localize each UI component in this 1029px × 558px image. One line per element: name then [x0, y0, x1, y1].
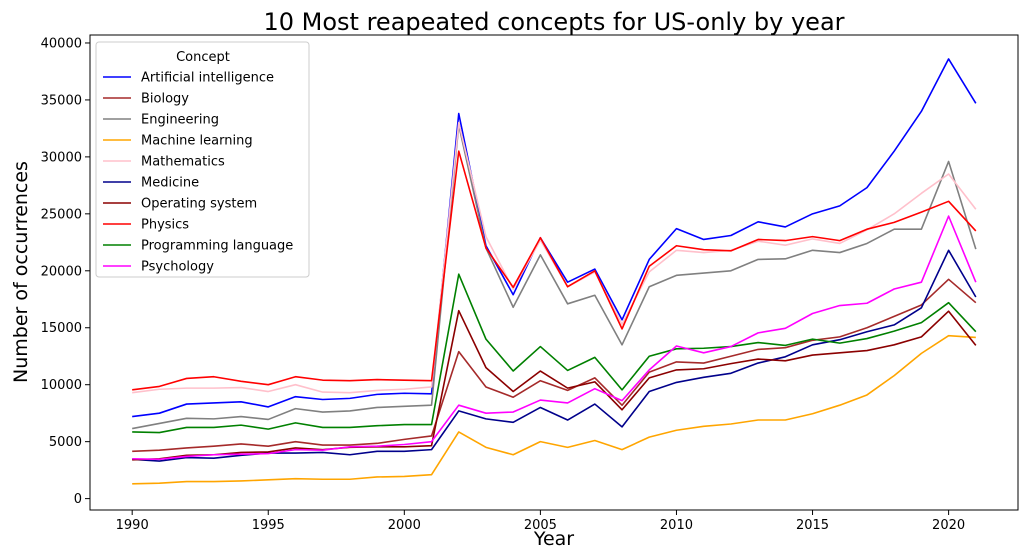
legend-label-biology: Biology: [141, 92, 189, 107]
legend-label-artificial-intelligence: Artificial intelligence: [141, 71, 274, 86]
series-line-operating-system: [132, 309, 977, 461]
x-axis: 1990 1995 2000 2005 2010 2015 2020: [116, 510, 965, 533]
legend-title: Concept: [176, 50, 230, 65]
x-tick-label: 2005: [524, 518, 557, 533]
legend-box: [95, 41, 310, 278]
series-line-physics: [132, 150, 977, 391]
x-tick-label: 2020: [932, 518, 965, 533]
y-tick-label: 10000: [41, 378, 82, 393]
series-line-biology: [132, 278, 977, 453]
legend-label-programming-language: Programming language: [141, 239, 293, 254]
series-line-medicine: [132, 249, 977, 462]
legend-label-physics: Physics: [141, 218, 189, 233]
y-axis-label: Number of occurrences: [10, 161, 32, 383]
x-axis-label: Year: [533, 528, 574, 550]
series-line-artificial-intelligence: [132, 58, 977, 418]
series-line-psychology: [132, 215, 977, 461]
legend-label-machine-learning: Machine learning: [141, 134, 253, 149]
x-tick-label: 1990: [116, 518, 149, 533]
y-tick-label: 30000: [41, 150, 82, 165]
x-tick-label: 1995: [252, 518, 285, 533]
legend: Concept Artificial intelligence Biology En…: [95, 41, 310, 278]
series-line-machine-learning: [132, 334, 976, 485]
legend-items: Artificial intelligence Biology Engineerin…: [103, 71, 293, 275]
y-tick-label: 35000: [41, 93, 82, 108]
series-line-programming-language: [132, 273, 977, 434]
y-tick-label: 0: [74, 492, 82, 507]
plot-area-frame: [89, 34, 1019, 511]
x-tick-label: 2010: [660, 518, 693, 533]
y-tick-label: 40000: [41, 36, 82, 51]
series-line-engineering: [132, 124, 977, 430]
series-layer: [132, 58, 977, 485]
legend-label-engineering: Engineering: [141, 113, 219, 128]
y-tick-label: 25000: [41, 207, 82, 222]
chart-title: 10 Most reapeated concepts for US-only b…: [263, 8, 844, 36]
legend-label-operating-system: Operating system: [141, 197, 257, 212]
y-tick-label: 20000: [41, 264, 82, 279]
x-tick-label: 2000: [388, 518, 421, 533]
legend-label-mathematics: Mathematics: [141, 155, 225, 170]
y-tick-label: 5000: [49, 435, 82, 450]
legend-label-psychology: Psychology: [141, 260, 214, 275]
y-tick-label: 15000: [41, 321, 82, 336]
x-tick-label: 2015: [796, 518, 829, 533]
y-axis: 0 5000 10000 15000 20000 25000 30000 35000 40000: [41, 36, 90, 507]
legend-label-medicine: Medicine: [141, 176, 199, 191]
